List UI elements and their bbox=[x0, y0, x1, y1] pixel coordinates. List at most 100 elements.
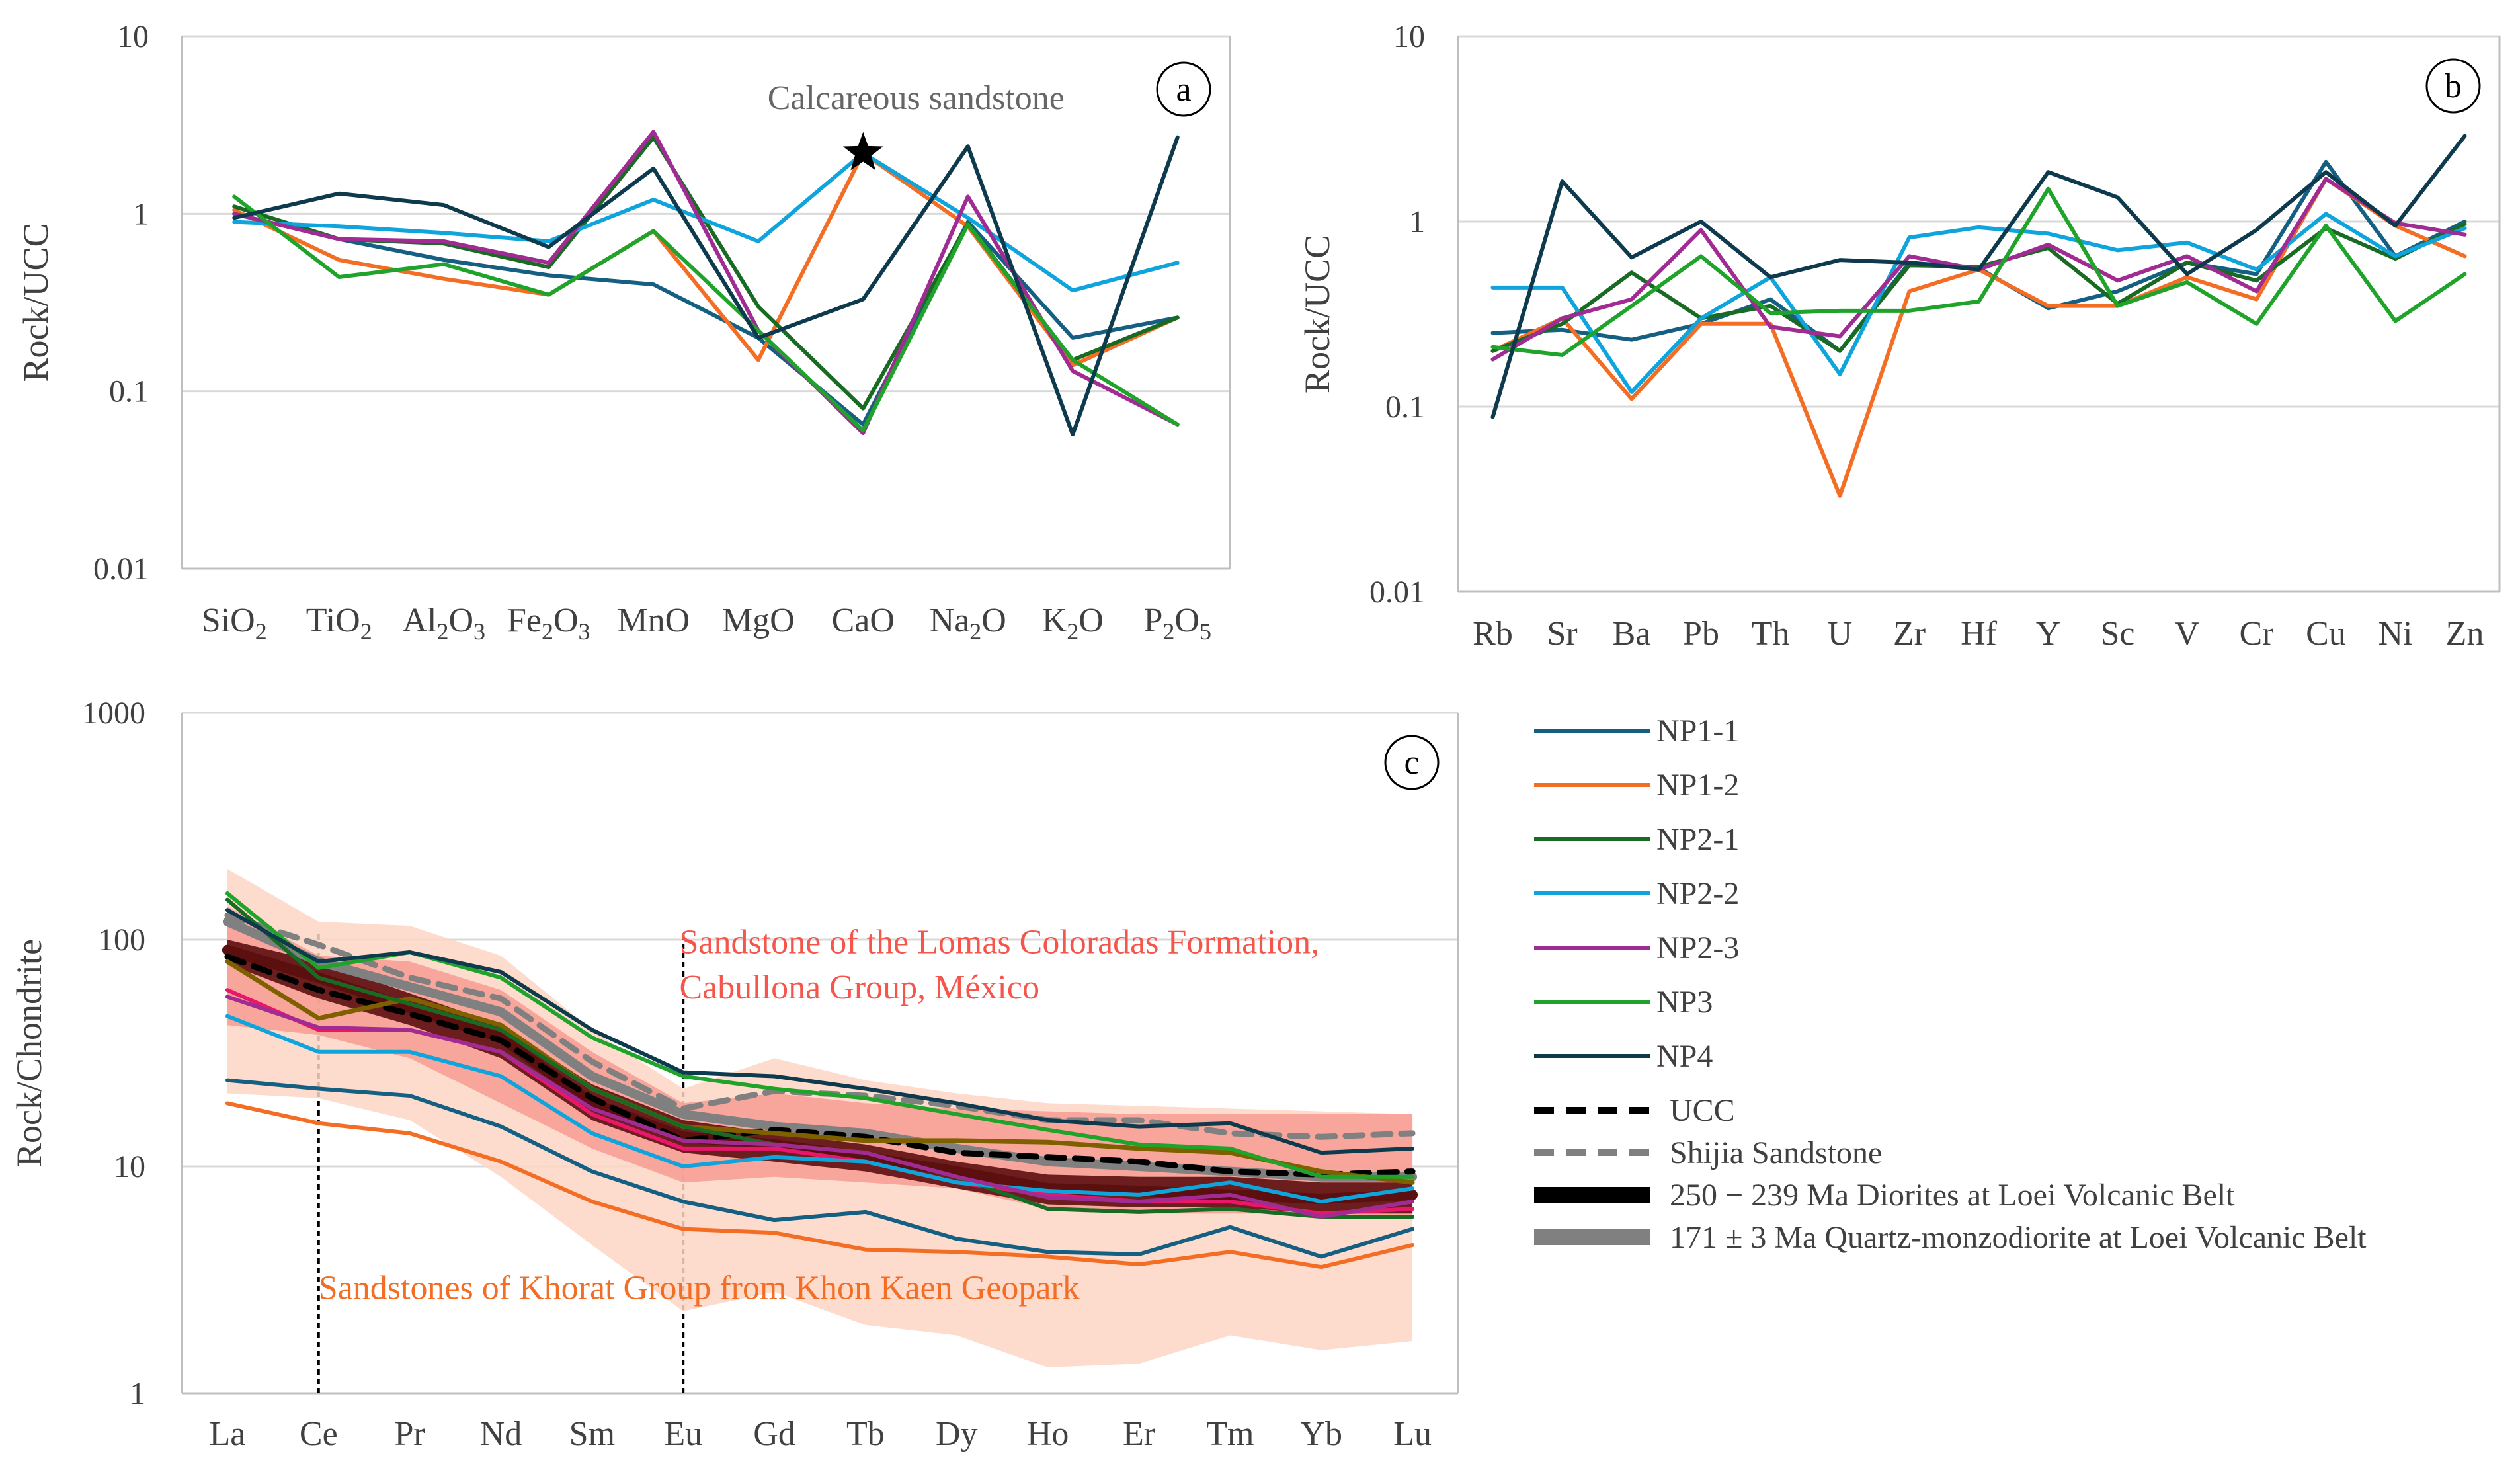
series-line-np1-1 bbox=[225, 1078, 1415, 1259]
x-tick-label: Ho bbox=[1027, 1415, 1069, 1453]
x-tick-text: O bbox=[981, 602, 1006, 639]
x-tick-label: MgO bbox=[722, 602, 795, 639]
series-line-np4 bbox=[225, 908, 1415, 1155]
panel-label: b bbox=[2445, 67, 2462, 105]
x-tick-text: O bbox=[553, 602, 579, 639]
annotation-label: Sandstone of the Lomas Coloradas Formati… bbox=[680, 924, 1320, 961]
x-tick-label: Zr bbox=[1893, 615, 1926, 653]
x-tick-subscript: 2 bbox=[255, 618, 267, 645]
panel-b: 10 1 0.1 0.01 Rock/UCC Rb Sr Ba Pb Th U Zr Hf Y Sc V Cr C… bbox=[1297, 19, 2501, 653]
legend-label: NP2-1 bbox=[1656, 822, 1739, 857]
panel-label: c bbox=[1404, 744, 1419, 782]
y-axis-label: Rock/UCC bbox=[1297, 235, 1337, 393]
x-tick-label: V bbox=[2175, 615, 2200, 653]
x-tick-text: Na bbox=[930, 602, 970, 639]
x-tick-text: TiO bbox=[306, 602, 360, 639]
x-tick-label: La bbox=[210, 1415, 246, 1453]
annotation-label: Calcareous sandstone bbox=[768, 79, 1065, 117]
x-tick-label: Na2O bbox=[930, 602, 1006, 645]
x-tick-label: P2O5 bbox=[1144, 602, 1211, 645]
y-tick-label: 1 bbox=[130, 1376, 145, 1411]
panel-label-circle bbox=[2425, 58, 2481, 114]
x-tick-text: K bbox=[1042, 602, 1067, 639]
x-tick-text: O bbox=[1078, 602, 1104, 639]
x-tick-label: Y bbox=[2036, 615, 2061, 653]
x-tick-label: TiO2 bbox=[306, 602, 372, 645]
y-axis-label: Rock/UCC bbox=[16, 223, 56, 382]
x-tick-label: Ni bbox=[2378, 615, 2413, 653]
series-line-np2-2 bbox=[232, 151, 1180, 293]
y-tick-label: 0.1 bbox=[1385, 389, 1425, 425]
x-tick-subscript: 2 bbox=[360, 618, 372, 645]
legend-label: NP2-3 bbox=[1656, 930, 1739, 965]
x-tick-label: Tm bbox=[1206, 1415, 1254, 1453]
x-tick-subscript: 3 bbox=[473, 618, 485, 645]
x-tick-text: Al bbox=[402, 602, 436, 639]
star-marker bbox=[842, 132, 883, 171]
legend-label: 171 ± 3 Ma Quartz-monzodiorite at Loei V… bbox=[1670, 1220, 2367, 1255]
series-line-np2-2 bbox=[225, 1014, 1415, 1204]
x-tick-label: Er bbox=[1123, 1415, 1155, 1453]
legend: NP1-1 NP1-2 NP2-1 NP2-2 NP2-3 NP3 NP4 UCC Shijia… bbox=[1534, 713, 2367, 1255]
x-tick-subscript: 2 bbox=[1162, 618, 1174, 645]
x-tick-label: Hf bbox=[1961, 615, 1998, 653]
y-tick-label: 100 bbox=[98, 922, 145, 957]
y-tick-label: 0.1 bbox=[109, 374, 149, 409]
panel-label: a bbox=[1176, 71, 1191, 108]
x-tick-text: MnO bbox=[617, 602, 690, 639]
series-line-np2-3 bbox=[232, 130, 1180, 436]
legend-label: Shijia Sandstone bbox=[1670, 1135, 1882, 1170]
x-tick-label: CaO bbox=[832, 602, 895, 639]
y-tick-label: 10 bbox=[114, 1149, 145, 1184]
series-line-np2-3 bbox=[225, 995, 1415, 1219]
y-tick-label: 10 bbox=[117, 19, 149, 54]
x-tick-label: Th bbox=[1752, 615, 1790, 653]
x-tick-label: Sm bbox=[569, 1415, 615, 1453]
x-tick-subscript: 2 bbox=[436, 618, 448, 645]
y-tick-label: 0.01 bbox=[1369, 575, 1425, 610]
x-tick-text: Fe bbox=[507, 602, 542, 639]
panel-label-circle bbox=[1156, 61, 1211, 117]
x-tick-label: Yb bbox=[1300, 1415, 1342, 1453]
x-tick-label: Pb bbox=[1683, 615, 1719, 653]
x-tick-label: Fe2O3 bbox=[507, 602, 590, 645]
panel-label-circle bbox=[1384, 735, 1440, 790]
series-line-quartz-monzodiorite-variant bbox=[225, 959, 1415, 1185]
x-tick-label: Al2O3 bbox=[402, 602, 485, 645]
x-tick-label: MnO bbox=[617, 602, 690, 639]
series-line-ucc bbox=[224, 954, 1416, 1178]
x-tick-subscript: 3 bbox=[579, 618, 590, 645]
x-tick-label: Eu bbox=[664, 1415, 702, 1453]
y-axis-label: Rock/Chondrite bbox=[9, 939, 49, 1167]
x-tick-subscript: 2 bbox=[969, 618, 981, 645]
x-tick-label: Cu bbox=[2306, 615, 2346, 653]
y-tick-label: 0.01 bbox=[93, 551, 149, 587]
annotation-label: Sandstones of Khorat Group from Khon Kae… bbox=[319, 1270, 1080, 1307]
y-tick-label: 1 bbox=[1409, 204, 1425, 239]
legend-label: NP1-2 bbox=[1656, 768, 1739, 803]
y-tick-label: 1000 bbox=[82, 696, 145, 731]
x-tick-label: Pr bbox=[395, 1415, 425, 1453]
series-line-np4 bbox=[232, 135, 1180, 437]
x-tick-subscript: 5 bbox=[1199, 618, 1211, 645]
x-tick-label: Dy bbox=[936, 1415, 978, 1453]
series-line-np1-2 bbox=[225, 1101, 1415, 1270]
x-tick-label: U bbox=[1828, 615, 1853, 653]
annotation-label: Cabullona Group, México bbox=[680, 969, 1039, 1006]
x-tick-label: Ba bbox=[1613, 615, 1651, 653]
x-tick-subscript: 2 bbox=[542, 618, 553, 645]
x-tick-text: O bbox=[448, 602, 473, 639]
x-tick-label: Rb bbox=[1473, 615, 1513, 653]
x-tick-label: Zn bbox=[2446, 615, 2484, 653]
x-tick-label: Tb bbox=[846, 1415, 885, 1453]
x-tick-label: Cr bbox=[2240, 615, 2274, 653]
legend-label: NP4 bbox=[1656, 1039, 1713, 1074]
x-tick-subscript: 2 bbox=[1067, 618, 1078, 645]
x-tick-label: Ce bbox=[300, 1415, 338, 1453]
x-tick-label: K2O bbox=[1042, 602, 1104, 645]
x-tick-label: Sc bbox=[2101, 615, 2135, 653]
x-tick-text: CaO bbox=[832, 602, 895, 639]
x-tick-text: MgO bbox=[722, 602, 795, 639]
